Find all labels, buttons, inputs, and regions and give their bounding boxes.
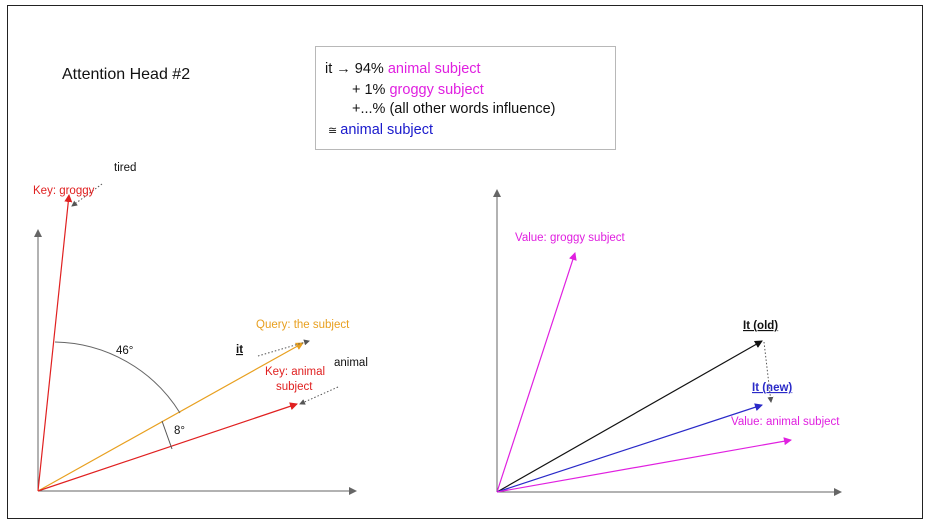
angle-tick-8	[161, 420, 173, 450]
key-animal-label-line1: Key: animal	[265, 366, 325, 378]
right-diagram: Value: groggy subject It (old) It (new) …	[493, 189, 842, 496]
tired-label: tired	[114, 162, 136, 174]
it-old-vector	[496, 340, 763, 493]
attention-formula-box: it → 94% animal subject + 1% groggy subj…	[315, 46, 616, 150]
angle-46-label: 46°	[116, 345, 133, 357]
key-animal-vector	[37, 402, 298, 492]
angle-arc-46	[54, 341, 181, 414]
key-groggy-label: Key: groggy	[33, 185, 95, 197]
value-animal-vector	[496, 437, 792, 493]
it-new-label: It (new)	[752, 382, 792, 394]
it-old-label: It (old)	[743, 320, 778, 332]
formula-line-1-term: animal subject	[387, 61, 481, 77]
formula-line-1-prefix: it → 94%	[325, 61, 388, 77]
value-groggy-label: Value: groggy subject	[515, 232, 626, 244]
query-label: Query: the subject	[256, 319, 350, 331]
attention-head-title: Attention Head #2	[62, 66, 191, 83]
angle-8-label: 8°	[174, 425, 185, 437]
formula-line-3: +...% (all other words influence)	[352, 101, 556, 117]
it-new-vector	[496, 403, 763, 493]
value-animal-label: Value: animal subject	[731, 416, 840, 428]
formula-line-1: it → 94% animal subject	[325, 61, 481, 77]
tired-offset-arrow	[71, 183, 103, 207]
left-diagram: Key: groggy tired Query: the subject it …	[33, 162, 368, 495]
formula-line-2: + 1% groggy subject	[352, 82, 484, 98]
formula-line-2-term: groggy subject	[389, 82, 484, 98]
key-animal-label-line2: subject	[276, 381, 313, 393]
formula-line-2-prefix: + 1%	[352, 82, 390, 98]
it-update-dotted-arrow	[763, 341, 774, 403]
key-groggy-vector	[37, 194, 73, 492]
it-label: it	[236, 344, 243, 356]
formula-line-4-prefix: ≅	[328, 125, 341, 137]
formula-line-4: ≅ animal subject	[328, 122, 433, 138]
query-vector	[37, 342, 304, 492]
animal-label: animal	[334, 357, 368, 369]
value-groggy-vector	[496, 252, 577, 493]
formula-line-4-term: animal subject	[340, 122, 433, 138]
